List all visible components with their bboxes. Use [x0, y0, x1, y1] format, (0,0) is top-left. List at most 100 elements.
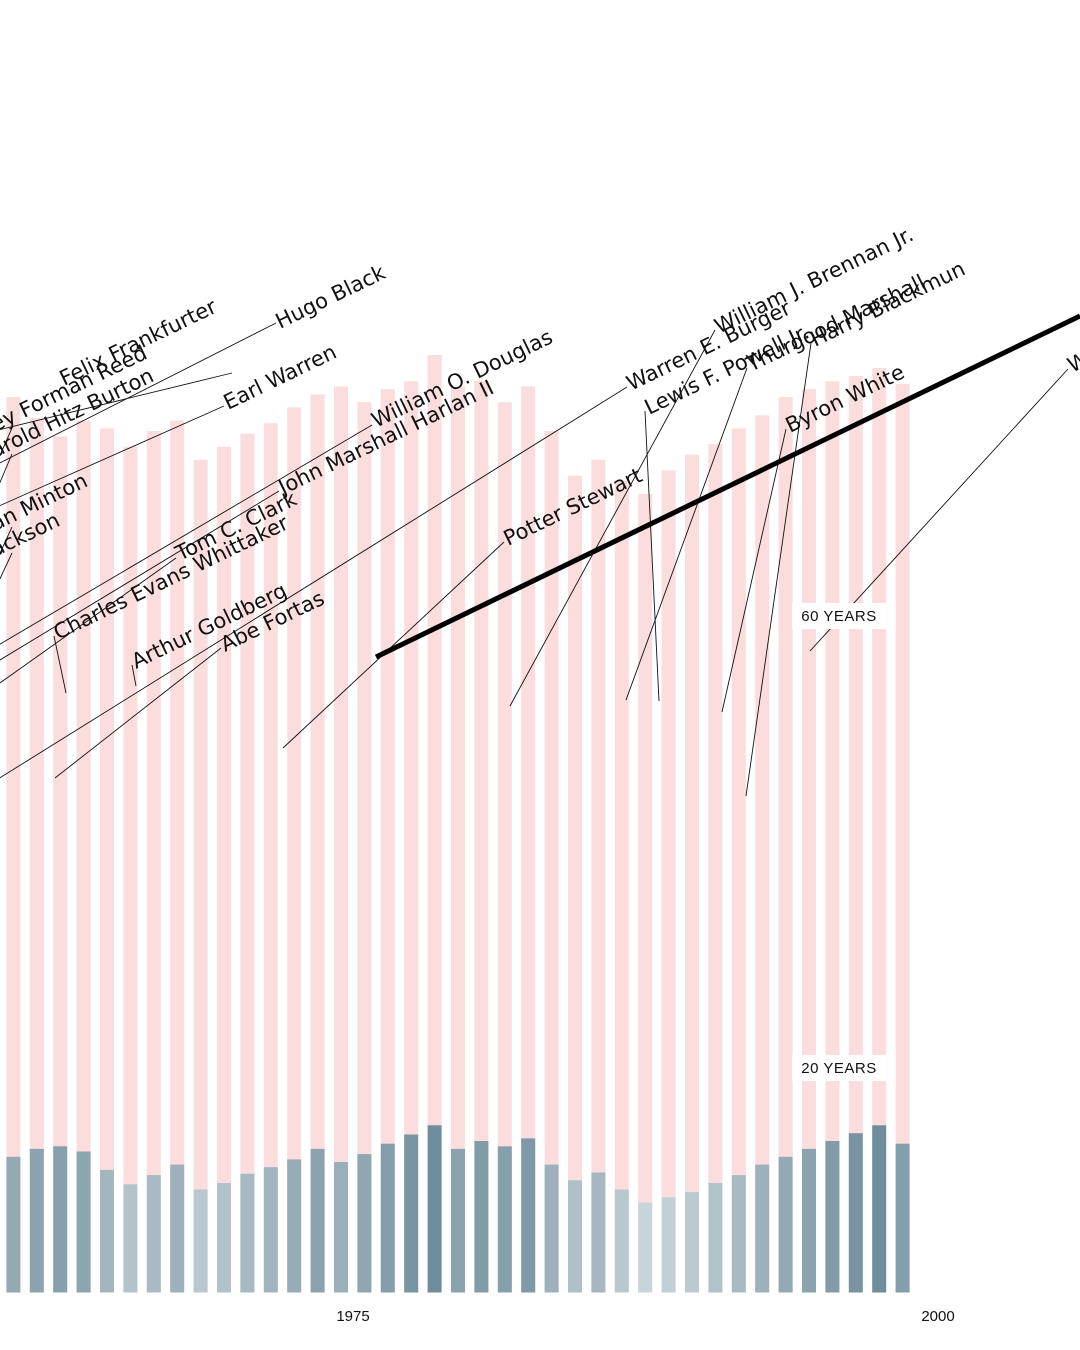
reference-badge-20: 20 YEARS [792, 1055, 886, 1081]
lower-bar [802, 1148, 816, 1293]
justice-leader-line [0, 405, 225, 507]
total-bar [76, 420, 91, 1293]
justice-leader-line [0, 552, 13, 580]
total-bar [544, 431, 559, 1293]
total-bar [240, 433, 255, 1294]
total-bar [357, 402, 372, 1293]
lower-bar [123, 1184, 138, 1293]
total-bar [591, 459, 606, 1293]
justice-leader-line [0, 453, 13, 484]
lower-bar [848, 1133, 863, 1293]
justice-leader-line [0, 424, 373, 645]
lower-bar [474, 1141, 489, 1293]
lower-bar [568, 1180, 582, 1293]
total-bar [310, 394, 325, 1293]
justice-name-label: W [1064, 347, 1080, 378]
lower-bar [544, 1164, 559, 1293]
lower-bar [334, 1162, 348, 1293]
lower-bar [614, 1189, 629, 1293]
x-tick-label-2000: 2000 [921, 1308, 954, 1325]
justice-leader-line [54, 647, 222, 779]
reference-badge-60: 60 YEARS [792, 603, 886, 629]
total-bar [6, 397, 21, 1293]
lower-bar [263, 1167, 278, 1293]
lower-bar [708, 1183, 723, 1293]
reference-label-60: 60 YEARS [801, 608, 876, 625]
lower-bar [755, 1164, 770, 1293]
lower-bar [310, 1148, 325, 1293]
lower-bar [240, 1173, 255, 1293]
lower-bars-group [6, 1125, 910, 1293]
justice-leader-line [0, 427, 13, 457]
justice-leader-line [0, 372, 233, 431]
lower-bar [497, 1146, 512, 1293]
x-tick-label-1975: 1975 [336, 1308, 369, 1325]
lower-bar [29, 1148, 44, 1293]
lower-bar [638, 1202, 653, 1293]
total-bar [123, 446, 138, 1293]
lower-bar [404, 1134, 419, 1293]
lower-bar [170, 1164, 185, 1293]
total-bar [708, 444, 723, 1294]
lower-bar [427, 1125, 442, 1293]
total-bar [404, 381, 419, 1293]
justice-leader-line [131, 664, 137, 687]
justice-leader-line [0, 557, 177, 684]
lower-bar [357, 1154, 372, 1293]
total-bar [685, 454, 699, 1294]
lower-bar [217, 1183, 231, 1293]
term-trend-line [374, 313, 1080, 660]
lower-bar [661, 1197, 676, 1293]
justice-leader-line [0, 526, 13, 555]
total-bar [568, 475, 582, 1294]
justice-name-label: Hugo Black [272, 260, 390, 334]
total-bar [380, 389, 395, 1294]
lower-bar [451, 1148, 465, 1293]
justice-leader-line [282, 541, 505, 749]
lower-bar [685, 1192, 699, 1293]
lower-bar [380, 1143, 395, 1293]
lower-bar [591, 1172, 606, 1293]
justice-leader-line [745, 342, 812, 797]
total-bar [100, 428, 114, 1293]
justice-leader-line [625, 367, 748, 701]
total-bar [895, 383, 910, 1293]
lower-bar [521, 1138, 536, 1293]
lower-bar [76, 1151, 91, 1293]
lower-bar [6, 1156, 21, 1293]
total-bar [29, 417, 44, 1293]
lower-bar [146, 1175, 161, 1293]
total-bar [263, 423, 278, 1293]
lower-bar [53, 1146, 68, 1293]
total-bar [778, 397, 793, 1293]
total-bar [497, 402, 512, 1293]
lower-bar [287, 1159, 302, 1293]
lower-bar [100, 1169, 114, 1293]
total-bar [217, 446, 231, 1293]
justice-leader-line [0, 386, 628, 779]
total-bar [170, 420, 185, 1293]
lower-bar [731, 1175, 746, 1293]
lower-bar [895, 1143, 910, 1293]
total-bar [193, 459, 208, 1293]
justice-leader-line [721, 428, 787, 713]
lower-bar [193, 1189, 208, 1293]
total-bar [614, 480, 629, 1293]
total-bar [427, 355, 442, 1293]
leader-lines-group [0, 322, 1069, 797]
justice-leader-line [0, 322, 277, 464]
total-bar [755, 415, 770, 1293]
justice-name-label: Byron White [782, 360, 909, 438]
reference-label-20: 20 YEARS [801, 1060, 876, 1077]
total-bar [661, 470, 676, 1293]
total-bar [638, 493, 653, 1293]
justice-leader-line [0, 490, 280, 661]
total-bars-group [6, 355, 910, 1294]
total-bar [146, 431, 161, 1293]
justice-leader-line [644, 410, 660, 702]
total-bar [521, 386, 536, 1293]
justice-leader-line [509, 329, 716, 707]
total-bar [731, 428, 746, 1293]
